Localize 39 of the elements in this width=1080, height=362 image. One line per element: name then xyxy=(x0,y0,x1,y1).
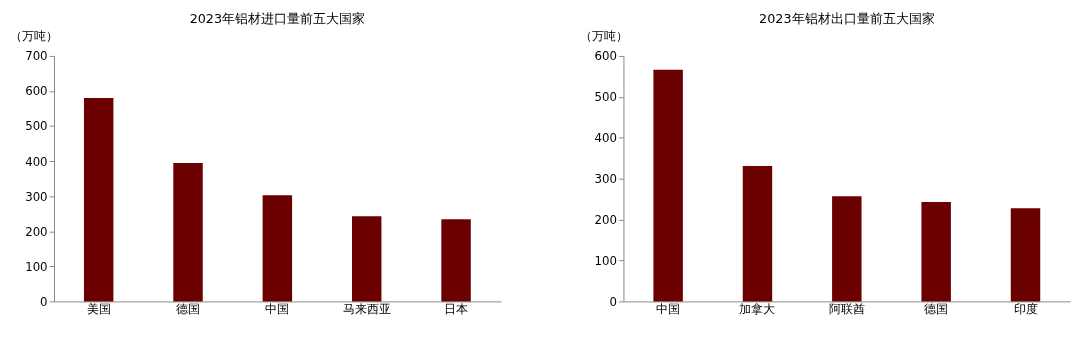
y-tick-label: 200 xyxy=(594,213,618,227)
y-tick-label: 300 xyxy=(25,189,48,204)
x-tick-label: 中国 xyxy=(656,301,681,316)
bar xyxy=(441,219,471,302)
x-tick-label: 阿联酋 xyxy=(828,301,865,316)
y-tick-label: 700 xyxy=(25,49,48,64)
bar xyxy=(262,195,293,302)
y-tick-label: 500 xyxy=(25,119,48,134)
x-tick-label: 中国 xyxy=(265,301,290,316)
y-tick-label: 400 xyxy=(594,131,618,146)
bar xyxy=(653,69,683,302)
y-tick-label: 0 xyxy=(40,294,48,309)
bar xyxy=(83,98,114,302)
chart-title: 2023年铝材进口量前五大国家 xyxy=(189,10,366,26)
x-tick-label: 加拿大 xyxy=(739,301,776,316)
bar xyxy=(351,216,382,302)
y-tick-label: 500 xyxy=(594,90,618,105)
x-tick-label: 德国 xyxy=(176,301,201,316)
y-tick-label: 400 xyxy=(25,154,48,169)
x-tick-label: 美国 xyxy=(86,301,111,316)
x-tick-label: 印度 xyxy=(1013,301,1038,316)
bar xyxy=(832,196,862,302)
bar xyxy=(742,165,773,302)
bar xyxy=(1010,208,1041,302)
chart-title: 2023年铝材出口量前五大国家 xyxy=(759,10,935,26)
bar xyxy=(173,162,203,302)
y-axis-title: （万吨） xyxy=(579,28,628,43)
y-tick-label: 300 xyxy=(594,172,618,187)
bar xyxy=(921,201,951,302)
y-tick-label: 100 xyxy=(25,259,48,274)
y-tick-label: 600 xyxy=(25,84,48,99)
y-tick-label: 200 xyxy=(25,224,48,239)
y-tick-label: 600 xyxy=(594,49,618,64)
y-tick-label: 0 xyxy=(609,294,618,309)
x-tick-label: 日本 xyxy=(444,301,469,316)
y-tick-label: 100 xyxy=(594,253,618,268)
x-tick-label: 马来西亚 xyxy=(342,301,391,316)
y-axis-title: （万吨） xyxy=(10,28,59,43)
x-tick-label: 德国 xyxy=(924,301,949,316)
